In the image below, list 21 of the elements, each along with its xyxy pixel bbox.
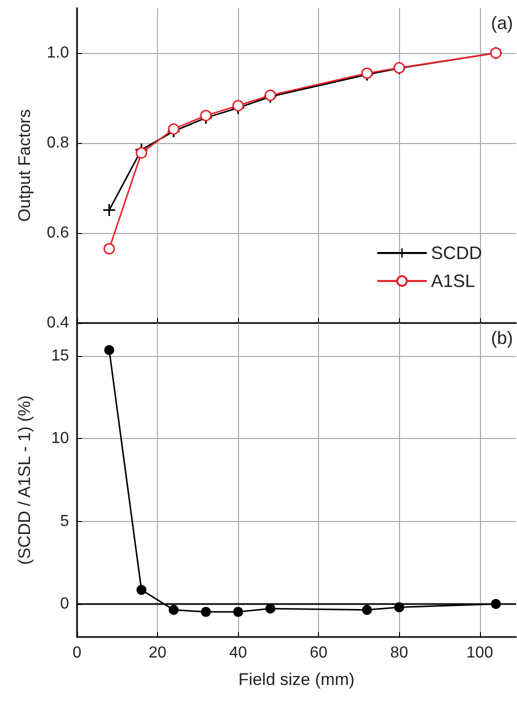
x-tick-label: 80 (390, 644, 408, 662)
legend-label: SCDD (430, 243, 482, 263)
legend-label: A1SL (430, 271, 476, 291)
y-tick-label: 1.0 (46, 44, 70, 62)
x-tick-label: 20 (148, 644, 167, 662)
y-tick-label: 10 (51, 430, 70, 448)
y-tick-label: 15 (51, 348, 70, 365)
x-tick-label: 0 (72, 644, 82, 662)
annotation: (a) (491, 13, 513, 33)
x-axis-title: Field size (mm) (238, 670, 355, 689)
y-tick-label: 0.8 (46, 134, 70, 152)
x-tick-label: 100 (466, 644, 494, 662)
y-tick-label: 5 (60, 512, 70, 530)
y-axis-title: Output Factors (15, 109, 34, 222)
annotation: (b) (491, 328, 513, 348)
x-tick-label: 40 (229, 644, 248, 662)
y-tick-label: 0 (60, 595, 70, 612)
x-tick-label: 60 (310, 644, 328, 662)
y-tick-label: 0.6 (46, 224, 70, 242)
y-tick-label: 0.4 (46, 314, 70, 332)
y-axis-title: (SCDD / A1SL - 1) (%) (15, 395, 34, 565)
